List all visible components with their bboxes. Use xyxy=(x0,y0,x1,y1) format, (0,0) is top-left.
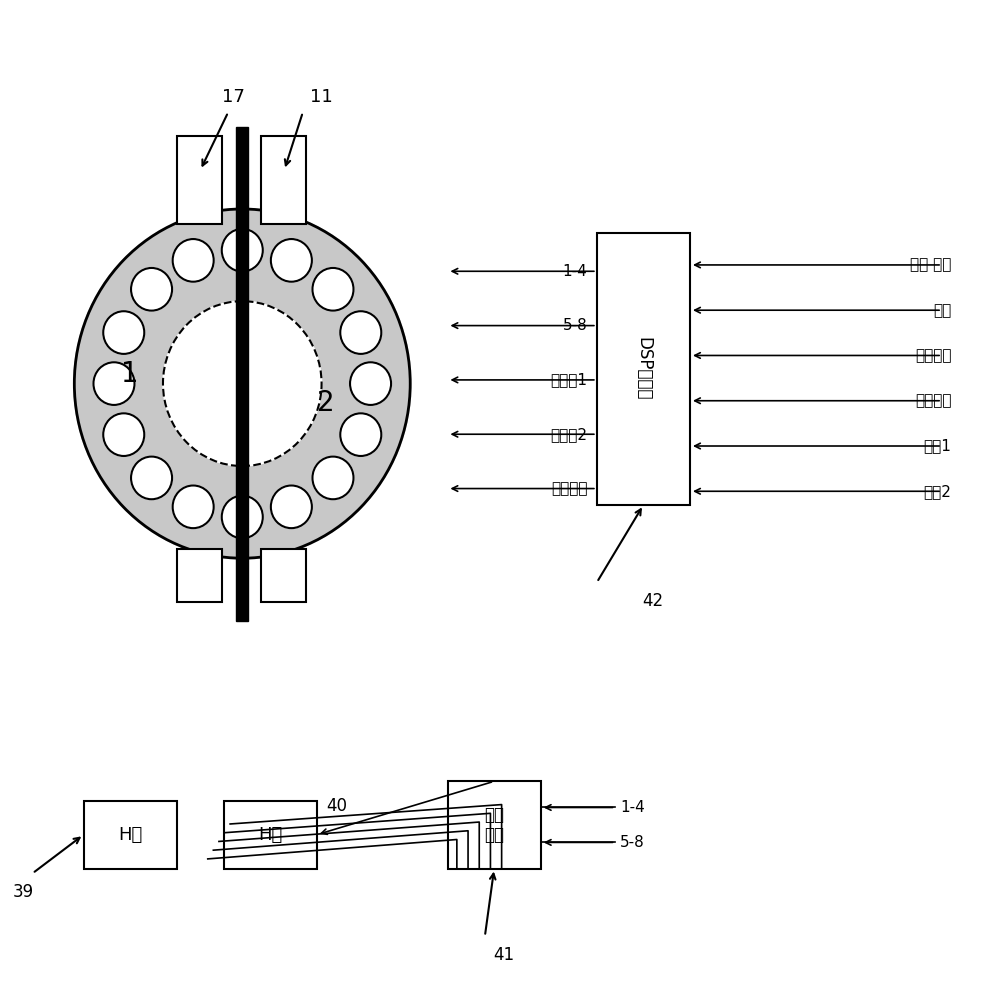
Text: 继电器2: 继电器2 xyxy=(551,427,587,442)
Text: 转速: 转速 xyxy=(933,303,952,318)
Circle shape xyxy=(350,362,391,405)
Text: 11: 11 xyxy=(310,88,333,106)
Circle shape xyxy=(94,362,135,405)
Text: 风速 风向: 风速 风向 xyxy=(910,257,952,272)
Text: 继电器1: 继电器1 xyxy=(551,372,587,387)
Text: 电流2: 电流2 xyxy=(924,484,952,499)
Text: 39: 39 xyxy=(13,883,33,901)
Circle shape xyxy=(103,413,144,456)
FancyBboxPatch shape xyxy=(224,801,317,869)
Text: 尾翼角度: 尾翼角度 xyxy=(915,393,952,408)
Circle shape xyxy=(103,311,144,354)
FancyBboxPatch shape xyxy=(177,548,222,602)
Circle shape xyxy=(131,457,172,499)
Text: 电流1: 电流1 xyxy=(924,439,952,454)
FancyBboxPatch shape xyxy=(261,548,305,602)
Text: 41: 41 xyxy=(492,946,514,964)
Circle shape xyxy=(271,485,312,528)
Text: 步进电机: 步进电机 xyxy=(551,481,587,496)
Text: DSP处理器: DSP处理器 xyxy=(634,337,652,401)
Circle shape xyxy=(172,485,214,528)
Text: 40: 40 xyxy=(326,797,348,815)
FancyBboxPatch shape xyxy=(177,136,222,224)
FancyBboxPatch shape xyxy=(597,233,690,505)
FancyBboxPatch shape xyxy=(84,801,177,869)
Circle shape xyxy=(222,229,263,272)
Text: H桥: H桥 xyxy=(118,826,143,844)
Text: 17: 17 xyxy=(222,88,244,106)
Circle shape xyxy=(312,268,354,311)
Circle shape xyxy=(74,209,410,558)
Text: 1-4: 1-4 xyxy=(621,800,645,815)
Text: 1-4: 1-4 xyxy=(562,264,587,279)
FancyBboxPatch shape xyxy=(447,781,541,869)
Circle shape xyxy=(271,239,312,282)
Circle shape xyxy=(312,457,354,499)
Text: 驱动
模块: 驱动 模块 xyxy=(485,806,504,844)
Text: 力臂长度: 力臂长度 xyxy=(915,348,952,363)
Circle shape xyxy=(163,301,321,466)
Text: 2: 2 xyxy=(317,389,335,417)
Circle shape xyxy=(340,413,381,456)
Text: 5-8: 5-8 xyxy=(621,835,645,850)
Text: 42: 42 xyxy=(642,592,663,610)
Circle shape xyxy=(340,311,381,354)
Text: H桥: H桥 xyxy=(258,826,283,844)
Circle shape xyxy=(172,239,214,282)
FancyBboxPatch shape xyxy=(261,136,305,224)
Circle shape xyxy=(131,268,172,311)
Text: 1: 1 xyxy=(121,360,139,388)
FancyBboxPatch shape xyxy=(236,127,248,621)
Text: 5-8: 5-8 xyxy=(562,318,587,333)
Circle shape xyxy=(222,496,263,538)
